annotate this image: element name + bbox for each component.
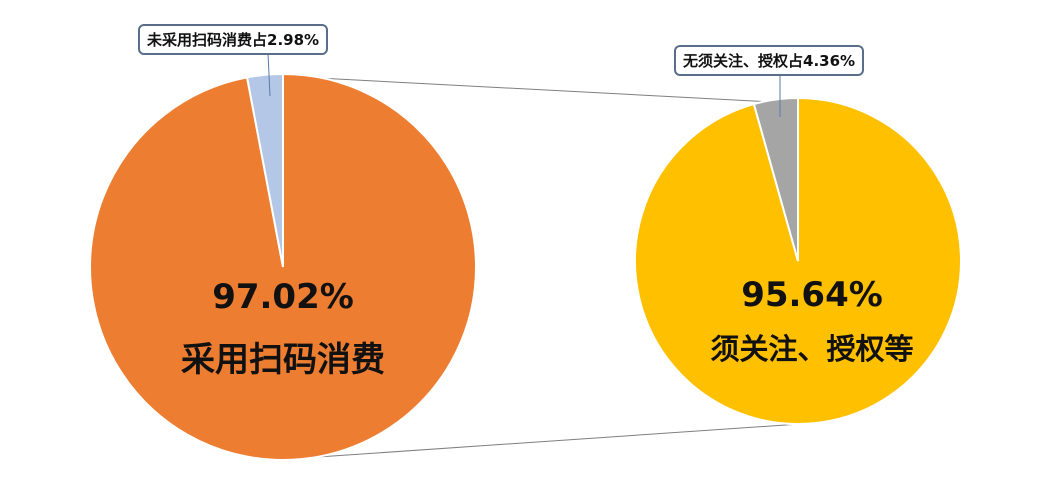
right-small-slice-callout: 无须关注、授权占4.36%: [674, 45, 865, 76]
left-main-percent: 97.02%: [212, 277, 354, 317]
right-main-percent: 95.64%: [741, 275, 883, 315]
right-main-name: 须关注、授权等: [710, 332, 914, 366]
left-callout-leader-line: [267, 52, 271, 97]
connector-line-bottom: [317, 423, 801, 458]
left-main-name: 采用扫码消费: [181, 340, 385, 380]
pie1-slice-2: [245, 72, 284, 268]
pie2-slice-2: [752, 96, 799, 262]
connector-line-top: [317, 77, 773, 103]
left-small-slice-callout: 未采用扫码消费占2.98%: [138, 24, 329, 55]
